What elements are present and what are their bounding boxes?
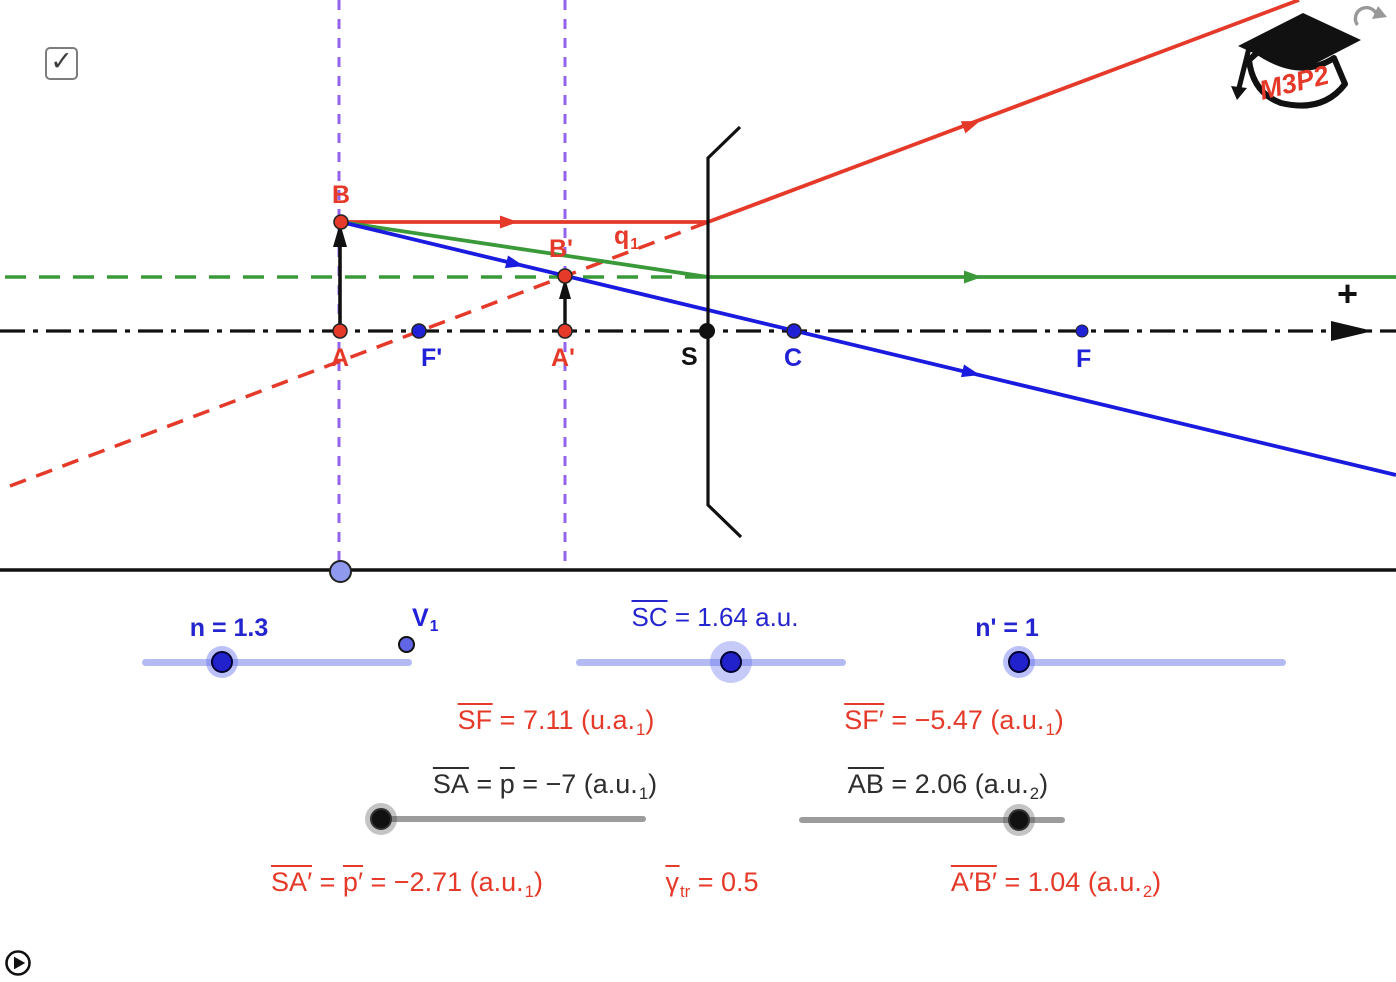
slider-SC-handle[interactable] [720, 651, 742, 673]
slider-n-handle[interactable] [211, 651, 233, 673]
slider-SC-label: SC = 1.64 a.u. [631, 600, 799, 632]
slider-AB-track[interactable] [799, 817, 1065, 823]
slider-n-label: n = 1.3 [189, 614, 269, 642]
point-A-prime-label: A' [551, 344, 575, 372]
point-B-prime-label: B' [549, 235, 573, 263]
graduation-cap-tassel-end [1231, 86, 1247, 100]
point-B-prime-dot [557, 268, 573, 284]
ray-q1-label: q1 [614, 222, 639, 254]
reset-icon[interactable] [1353, 5, 1387, 26]
graduation-cap-tassel [1236, 47, 1252, 89]
point-S-label: S [681, 343, 698, 371]
check-icon: ✓ [50, 46, 73, 76]
slider-AB-label: AB = 2.06 (a.u.2) [847, 767, 1049, 803]
slider-n-prime-handle[interactable] [1008, 651, 1030, 673]
play-button[interactable] [5, 950, 31, 976]
point-B-dot[interactable] [333, 214, 349, 230]
point-A-dot[interactable] [332, 323, 348, 339]
red-refracted-ray [707, 0, 1300, 224]
point-A-label: A [331, 344, 350, 372]
reset-icon-arrowhead [1372, 6, 1387, 19]
blue-incident-arrowhead [504, 255, 524, 269]
play-icon [14, 956, 26, 970]
readout-SA-prime: SA′ = p′ = −2.71 (a.u.1) [271, 865, 543, 901]
slider-AB-handle[interactable] [1008, 809, 1030, 831]
object-arrowhead [333, 223, 347, 247]
slider-SC-track[interactable] [576, 659, 846, 666]
slider-n-prime-label: n' = 1 [975, 614, 1039, 642]
readout-gamma-tr: γtr = 0.5 [665, 865, 759, 901]
slider-SA-track[interactable] [378, 816, 646, 822]
red-incident-arrowhead [500, 215, 518, 229]
point-S-dot [699, 323, 715, 339]
point-C-dot [786, 323, 802, 339]
green-arrowhead [964, 270, 982, 284]
image-arrowhead [559, 278, 571, 299]
point-F-label: F [1076, 345, 1092, 373]
point-A-prime-dot [557, 323, 573, 339]
readout-SF: SF = 7.11 (u.a.1) [457, 703, 655, 739]
point-V1-dot[interactable] [398, 636, 415, 653]
reset-icon-arc [1353, 5, 1379, 26]
slider-n-prime-track[interactable] [1018, 659, 1286, 666]
point-V1-label: V1 [412, 604, 439, 636]
show-construction-checkbox[interactable]: ✓ [45, 47, 78, 80]
green-incident-ray [340, 220, 709, 279]
readout-A-prime-B-prime: A′B′ = 1.04 (a.u.2) [950, 865, 1162, 901]
slider-n-track[interactable] [142, 659, 412, 666]
readout-SF-prime: SF′ = −5.47 (a.u.1) [844, 703, 1064, 739]
point-F-prime-dot [411, 323, 427, 339]
axis-arrowhead [1331, 321, 1373, 341]
point-B-label: B [332, 181, 351, 209]
point-C-label: C [784, 344, 803, 372]
baseline-drag-dot[interactable] [329, 560, 352, 583]
logo-m3p2: M3P2 [1231, 13, 1361, 109]
slider-SA-handle[interactable] [370, 808, 392, 830]
slider-SA-label: SA = p = −7 (a.u.1) [432, 767, 658, 803]
red-refracted-arrowhead [960, 121, 980, 134]
blue-refracted-arrowhead [960, 364, 980, 378]
positive-direction-sign: + [1337, 273, 1359, 314]
point-F-dot [1075, 324, 1089, 338]
graduation-cap-band [1246, 49, 1348, 109]
point-F-prime-label: F' [421, 344, 443, 372]
red-ray-back-extension [9, 220, 709, 488]
blue-ray [340, 220, 1396, 477]
